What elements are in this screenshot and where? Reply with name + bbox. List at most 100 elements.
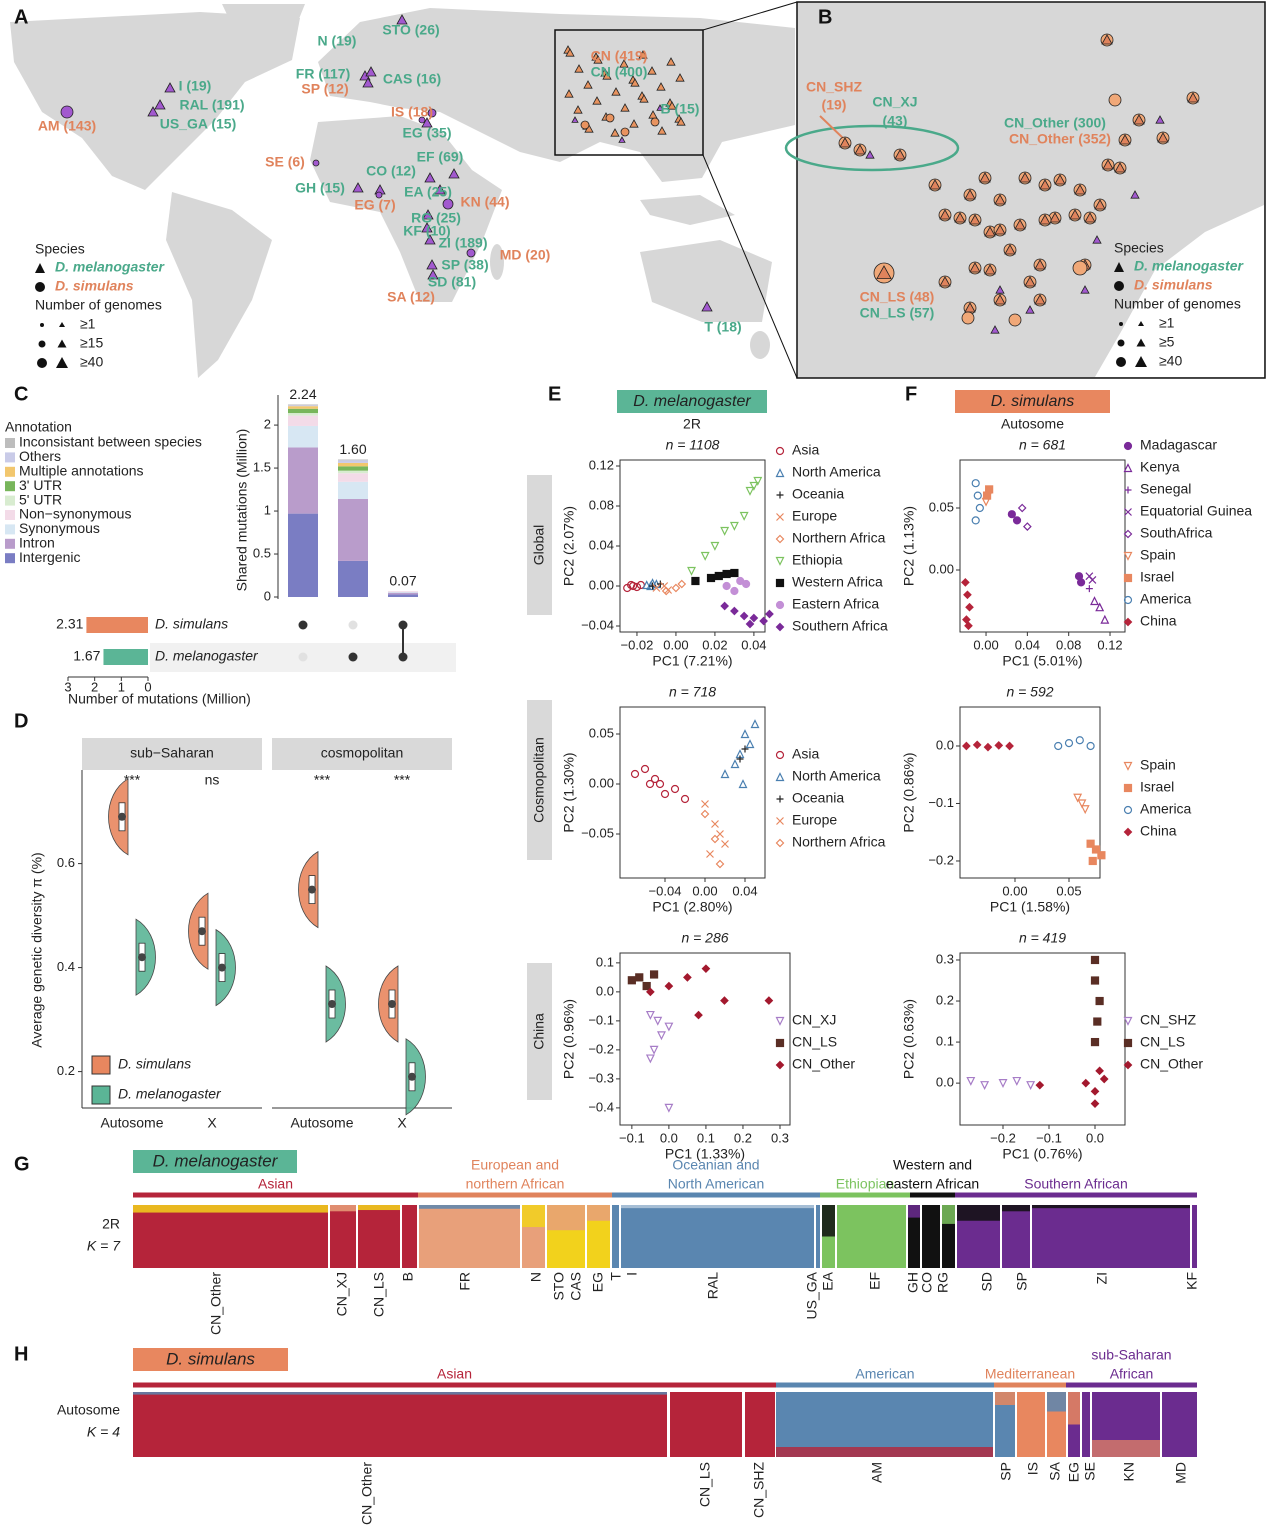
ancestry-block xyxy=(133,1205,328,1268)
legend-marker xyxy=(1135,356,1147,367)
panel-letter: E xyxy=(548,383,561,405)
point xyxy=(750,719,760,729)
x-tick-label: 0.05 xyxy=(1056,883,1081,898)
point xyxy=(730,568,739,578)
header-box xyxy=(955,390,1110,413)
legend-marker xyxy=(775,600,785,610)
y-tick-label: 0.12 xyxy=(589,457,614,472)
point xyxy=(1086,741,1095,751)
legend-label: America xyxy=(1140,591,1192,607)
point xyxy=(700,551,710,561)
x-tick-label: 0.04 xyxy=(741,637,766,652)
point xyxy=(983,742,993,752)
legend-label: CN_LS xyxy=(1140,1034,1185,1050)
panel-letter: F xyxy=(905,383,917,405)
site-label: FR (117) xyxy=(296,66,350,82)
site-marker xyxy=(1025,305,1035,314)
site-marker xyxy=(675,73,685,82)
site-marker xyxy=(422,209,434,220)
point xyxy=(741,745,749,753)
legend-label: Northern Africa xyxy=(792,530,886,546)
point xyxy=(722,569,731,579)
site-marker xyxy=(647,66,657,75)
x-tick-label: 1 xyxy=(118,679,125,694)
point xyxy=(1090,976,1100,985)
bar-segment xyxy=(288,447,318,514)
legend-marker xyxy=(1116,357,1126,367)
y-tick-label: −0.4 xyxy=(588,1099,614,1114)
y-tick-label: 0.1 xyxy=(936,1034,954,1049)
point xyxy=(680,794,690,804)
bar-segment xyxy=(288,513,318,597)
site-marker xyxy=(583,80,593,89)
site-label: CN (419) xyxy=(591,48,648,64)
median-point xyxy=(308,885,316,894)
axis-title: Shared mutations (Million) xyxy=(234,429,250,592)
legend-label: Israel xyxy=(1140,779,1174,795)
point xyxy=(642,580,652,590)
ancestry-block xyxy=(358,1205,400,1268)
y-tick-label: −0.3 xyxy=(588,1070,614,1085)
legend-marker xyxy=(775,446,785,456)
point xyxy=(985,485,994,494)
population-label: CN_XJ xyxy=(334,1272,350,1316)
site-label: RAL (191) xyxy=(179,97,244,113)
bar-segment xyxy=(338,466,368,471)
y-tick-label: 0.00 xyxy=(589,775,614,790)
population-label: EA xyxy=(820,1271,836,1290)
point xyxy=(729,521,739,531)
panel-header: D. simulans xyxy=(991,393,1075,410)
legend-marker xyxy=(775,1016,785,1026)
point xyxy=(700,809,710,819)
legend-label: North America xyxy=(792,768,881,784)
site-marker xyxy=(312,159,320,167)
legend-marker xyxy=(776,795,784,803)
set-name: D. simulans xyxy=(155,616,228,632)
y-tick-label: 0.0 xyxy=(596,983,614,998)
site-marker xyxy=(876,265,892,279)
panel-letter: A xyxy=(14,6,28,28)
point xyxy=(1095,1066,1104,1076)
site-marker xyxy=(1019,172,1031,183)
site-marker xyxy=(362,77,374,88)
site-marker xyxy=(593,55,603,64)
axis-title: PC2 (1.30%) xyxy=(561,752,577,832)
facet-label: sub−Saharan xyxy=(130,745,214,761)
point xyxy=(745,486,755,496)
legend-marker xyxy=(35,263,45,273)
site-marker xyxy=(639,94,649,103)
axis-title: PC2 (1.13%) xyxy=(901,506,917,586)
legend-label: Non−synonymous xyxy=(19,506,131,522)
median-point xyxy=(328,1000,336,1008)
axis-title: Average genetic diversity π (%) xyxy=(29,852,45,1047)
point xyxy=(1100,614,1110,624)
site-marker xyxy=(939,209,951,220)
legend-marker xyxy=(1123,1016,1133,1026)
legend-label: ≥15 xyxy=(80,335,103,351)
site-marker xyxy=(1008,313,1022,327)
point xyxy=(720,769,730,779)
population-label: STO xyxy=(551,1272,567,1301)
point xyxy=(715,859,725,869)
legend-title: Number of genomes xyxy=(1114,296,1241,312)
y-tick-label: 0.4 xyxy=(57,959,75,974)
row-strip xyxy=(527,700,552,860)
plot-frame xyxy=(619,952,791,1126)
site-marker xyxy=(396,14,408,25)
point xyxy=(1093,1017,1102,1026)
point xyxy=(677,579,687,589)
group-label: American xyxy=(855,1366,914,1382)
site-marker xyxy=(164,82,176,93)
ancestry-block xyxy=(621,1205,814,1268)
site-marker xyxy=(939,276,951,287)
site-marker xyxy=(666,57,676,66)
site-label: AM (143) xyxy=(38,118,96,134)
point xyxy=(649,1045,659,1055)
point xyxy=(661,586,671,596)
legend-marker xyxy=(776,491,784,499)
population-label: EF xyxy=(867,1272,883,1290)
legend-marker xyxy=(775,534,785,544)
ancestry-block xyxy=(776,1447,993,1457)
point xyxy=(664,1103,674,1113)
axis-title: PC2 (0.96%) xyxy=(561,999,577,1079)
